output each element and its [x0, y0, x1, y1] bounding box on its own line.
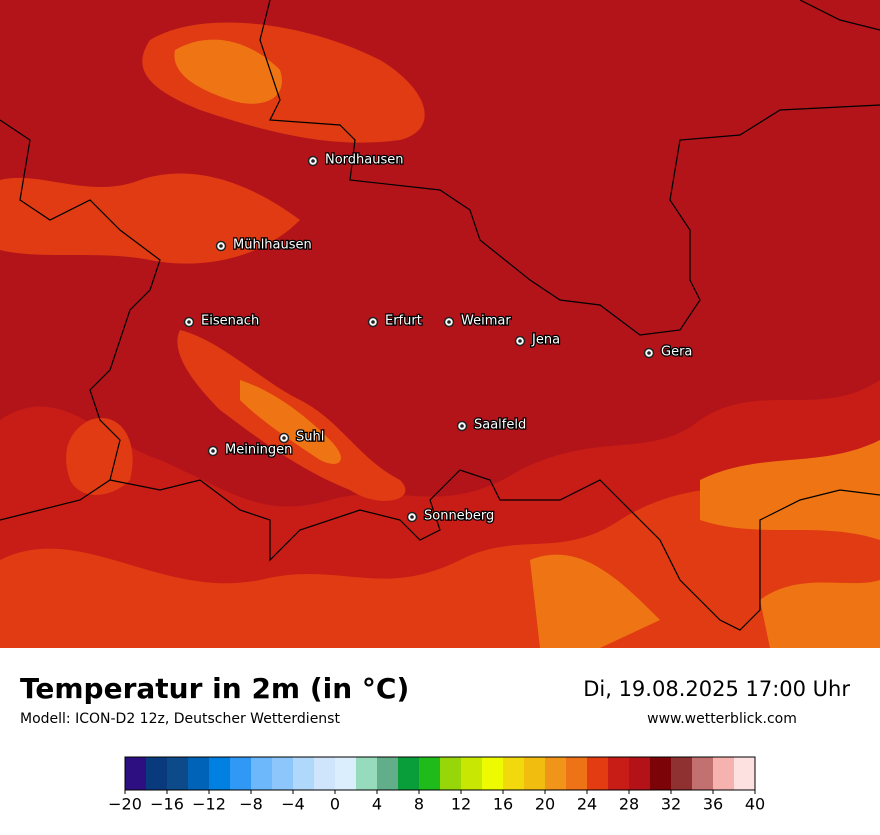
colorbar-segment: [566, 757, 588, 790]
colorbar-segment: [692, 757, 714, 790]
colorbar-segment: [335, 757, 357, 790]
city-label: Weimar: [461, 314, 511, 329]
colorbar-segment: [251, 757, 273, 790]
colorbar-segment: [713, 757, 735, 790]
city-dot-center: [219, 244, 223, 248]
city-label: Meiningen: [225, 443, 292, 458]
city-dot-center: [447, 320, 451, 324]
colorbar-segment: [167, 757, 189, 790]
datetime: Di, 19.08.2025 17:00 Uhr: [583, 677, 850, 701]
website: www.wetterblick.com: [647, 711, 797, 727]
title: Temperatur in 2m (in °C): [20, 672, 409, 705]
colorbar-segment: [230, 757, 252, 790]
colorbar-segment: [734, 757, 756, 790]
city-label: Eisenach: [201, 314, 259, 329]
city-label: Gera: [661, 345, 692, 360]
city-label: Jena: [531, 333, 560, 348]
city-dot-center: [211, 449, 215, 453]
city-dot-center: [371, 320, 375, 324]
city-label: Suhl: [296, 430, 324, 445]
city-label: Sonneberg: [424, 509, 494, 524]
city-dot-center: [282, 436, 286, 440]
colorbar-segment: [650, 757, 672, 790]
colorbar-tick-label: 24: [577, 795, 597, 814]
colorbar-tick-label: 32: [661, 795, 681, 814]
colorbar-tick-label: −4: [281, 795, 305, 814]
colorbar-tick-label: −8: [239, 795, 263, 814]
colorbar-segment: [608, 757, 630, 790]
colorbar: −20 −16 −12 −8 −4 0 4 8 12 16 20 24 28 32 36 40: [108, 756, 765, 814]
city-dot-center: [460, 424, 464, 428]
colorbar-tick-label: 16: [493, 795, 513, 814]
city-label: Saalfeld: [474, 418, 526, 433]
colorbar-tick-label: 12: [451, 795, 471, 814]
colorbar-tick-label: −16: [150, 795, 184, 814]
colorbar-segment: [440, 757, 462, 790]
colorbar-segment: [419, 757, 441, 790]
colorbar-frame: [124, 756, 756, 791]
colorbar-tick-label: 20: [535, 795, 555, 814]
colorbar-segment: [188, 757, 210, 790]
colorbar-segment: [587, 757, 609, 790]
city-label: Nordhausen: [325, 153, 404, 168]
colorbar-segment: [125, 757, 147, 790]
city-dot-center: [518, 339, 522, 343]
colorbar-segment: [398, 757, 420, 790]
colorbar-tick-label: 4: [372, 795, 382, 814]
colorbar-segment: [461, 757, 483, 790]
colorbar-segment: [293, 757, 315, 790]
colorbar-tick-label: 8: [414, 795, 424, 814]
colorbar-tick-label: 40: [745, 795, 765, 814]
colorbar-tick-label: −12: [192, 795, 226, 814]
footer: [0, 648, 880, 830]
city-dot-center: [410, 515, 414, 519]
colorbar-segment: [272, 757, 294, 790]
city-dot-center: [647, 351, 651, 355]
city-dot-center: [311, 159, 315, 163]
colorbar-segment: [545, 757, 567, 790]
model: Modell: ICON-D2 12z, Deutscher Wetterdie…: [20, 711, 340, 727]
colorbar-segment: [314, 757, 336, 790]
colorbar-tick-label: 28: [619, 795, 639, 814]
colorbar-tick-label: −20: [108, 795, 142, 814]
colorbar-segment: [629, 757, 651, 790]
city-labels: Nordhausen Mühlhausen Eisenach Erfurt Weimar…: [183, 151, 694, 525]
colorbar-segment: [524, 757, 546, 790]
colorbar-segment: [377, 757, 399, 790]
city-label: Erfurt: [385, 314, 422, 329]
colorbar-segment: [671, 757, 693, 790]
borders: [0, 0, 880, 631]
colorbar-segment: [209, 757, 231, 790]
colorbar-segment: [503, 757, 525, 790]
colorbar-segment: [482, 757, 504, 790]
colorbar-segment: [356, 757, 378, 790]
colorbar-tick-label: 36: [703, 795, 723, 814]
map: Nordhausen Mühlhausen Eisenach Erfurt Weimar…: [0, 0, 880, 648]
city-dot-center: [187, 320, 191, 324]
colorbar-segment: [146, 757, 168, 790]
city-label: Mühlhausen: [233, 238, 312, 253]
colorbar-tick-label: 0: [330, 795, 340, 814]
